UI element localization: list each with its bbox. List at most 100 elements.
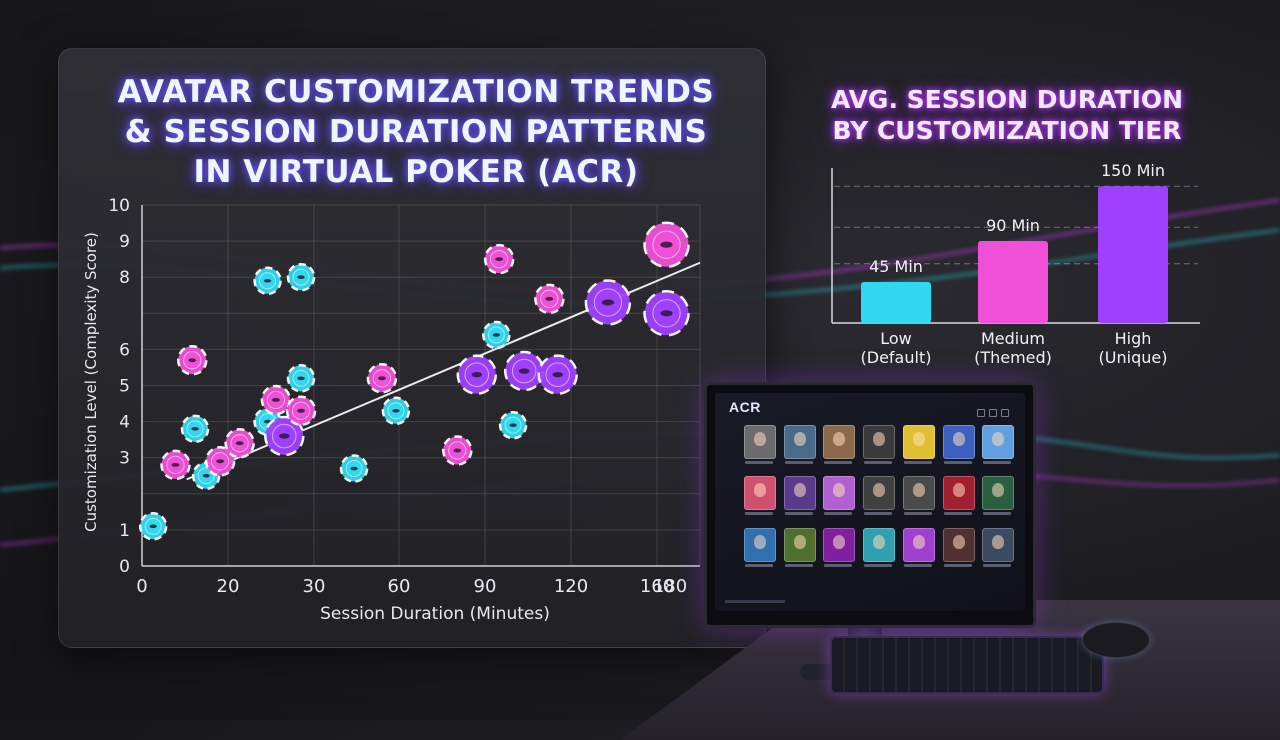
bar-value-labels: 45 Min 90 Min 150 Min [869, 161, 1165, 276]
avatar-tile[interactable] [820, 527, 856, 575]
bar-rects [861, 186, 1168, 323]
avatar-name-line [983, 512, 1012, 516]
avatar-tile[interactable] [860, 425, 896, 472]
bar-2 [1098, 186, 1168, 323]
avatar-tile[interactable] [781, 425, 816, 472]
avatar-face-icon [982, 527, 1015, 562]
scatter-points [138, 221, 690, 541]
avatar-name-line [903, 512, 932, 516]
scatter-y-tick-label: 9 [119, 232, 130, 252]
avatar-tile[interactable] [900, 527, 935, 575]
scatter-y-tick-label: 6 [119, 340, 130, 360]
mouse [1082, 622, 1150, 658]
avatar-face-icon [783, 527, 816, 562]
scatter-point-high [503, 350, 545, 392]
keyboard [830, 636, 1104, 694]
scatter-y-ticks: 0 1 3 4 5 6 8 9 10 [108, 196, 130, 577]
avatar-name-line [864, 512, 893, 516]
avatar-name-line [903, 461, 932, 464]
avatar-name-line [943, 461, 972, 464]
scatter-point-medium [366, 363, 398, 394]
bar-1 [978, 240, 1048, 323]
scatter-x-tick-label: 20 [217, 576, 240, 597]
avatar-tile[interactable] [940, 425, 975, 472]
bar-0 [861, 281, 931, 323]
scatter-point-medium [643, 221, 690, 268]
scatter-point-medium [534, 283, 565, 315]
avatar-tile[interactable] [820, 476, 856, 523]
scatter-point-medium [285, 395, 317, 427]
scatter-x-tick-label: 90 [474, 576, 497, 597]
avatar-name-line [864, 563, 893, 567]
avatar-tile[interactable] [979, 476, 1015, 523]
scatter-y-axis-label: Customization Level (Complexity Score) [82, 232, 100, 532]
avatar-name-line [903, 563, 932, 567]
bar-chart: 45 Min 90 Min 150 Min Low(Default) Medium(T… [831, 161, 1200, 367]
scatter-point-low [339, 454, 369, 483]
scatter-x-tick-label: 60 [388, 576, 411, 597]
scatter-point-medium [224, 428, 255, 459]
scatter-point-low [180, 414, 210, 444]
scatter-title-line-2: & SESSION DURATION PATTERNS [124, 114, 708, 150]
acr-logo: ACR [729, 399, 761, 415]
avatar-tile[interactable] [781, 476, 816, 523]
avatar-tile[interactable] [979, 527, 1015, 575]
scatter-point-medium [483, 243, 515, 275]
scatter-point-low [286, 364, 316, 393]
bar-category-sublabel: (Unique) [1099, 348, 1168, 367]
scatter-panel [58, 48, 766, 648]
scatter-x-tick-label: 30 [303, 576, 326, 597]
avatar-name-line [784, 563, 813, 567]
avatar-name-line [864, 461, 893, 464]
avatar-tile[interactable] [741, 425, 776, 472]
bar-category-labels: Low(Default) Medium(Themed) High(Unique) [861, 329, 1168, 367]
scatter-point-medium [204, 446, 236, 477]
avatar-tile[interactable] [741, 476, 776, 523]
avatar-face-icon [942, 476, 975, 511]
avatar-tile[interactable] [741, 527, 776, 575]
avatar-face-icon [744, 425, 776, 459]
avatar-tile[interactable] [781, 527, 816, 575]
avatar-tile[interactable] [820, 425, 856, 472]
avatar-name-line [824, 461, 853, 464]
avatar-tile[interactable] [940, 527, 975, 575]
avatar-face-icon [982, 425, 1015, 459]
scatter-x-tick-label: 120 [554, 576, 588, 597]
avatar-name-line [745, 512, 773, 516]
avatar-name-line [943, 512, 972, 516]
avatar-tile[interactable] [940, 476, 975, 523]
scatter-point-high [584, 279, 632, 326]
scatter-point-low [138, 512, 168, 541]
avatar-tile[interactable] [900, 425, 935, 472]
bar-value-label: 150 Min [1101, 161, 1165, 180]
avatar-name-line [983, 563, 1012, 567]
scatter-point-medium [442, 435, 473, 466]
scatter-point-low [286, 262, 316, 292]
avatar-face-icon [823, 476, 856, 511]
bar-title-line-1: AVG. SESSION DURATION [830, 85, 1184, 114]
avatar-name-line [824, 512, 853, 516]
avatar-face-icon [744, 476, 776, 511]
scatter-y-tick-label: 10 [108, 196, 130, 216]
scatter-y-tick-label: 5 [119, 377, 130, 397]
scatter-point-high [643, 290, 690, 337]
scatter-y-tick-label: 4 [119, 413, 130, 433]
avatar-face-icon [744, 527, 776, 562]
scatter-y-tick-label: 0 [119, 557, 130, 577]
avatar-tile[interactable] [860, 527, 896, 575]
avatar-face-icon [863, 425, 896, 459]
avatar-name-line [745, 563, 773, 567]
avatar-tile[interactable] [900, 476, 935, 523]
avatar-face-icon [783, 425, 816, 459]
scatter-point-low [482, 320, 511, 350]
scatter-title: AVATAR CUSTOMIZATION TRENDS & SESSION DU… [58, 72, 774, 192]
avatar-face-icon [942, 527, 975, 562]
avatar-tile[interactable] [860, 476, 896, 523]
scatter-x-tick-label: 0 [136, 576, 147, 597]
bar-chart-title: AVG. SESSION DURATION BY CUSTOMIZATION T… [800, 84, 1214, 146]
scatter-x-tick-label: 160 [640, 576, 674, 597]
scatter-point-low [253, 266, 282, 296]
avatar-tile[interactable] [979, 425, 1015, 472]
scatter-point-medium [160, 449, 191, 481]
